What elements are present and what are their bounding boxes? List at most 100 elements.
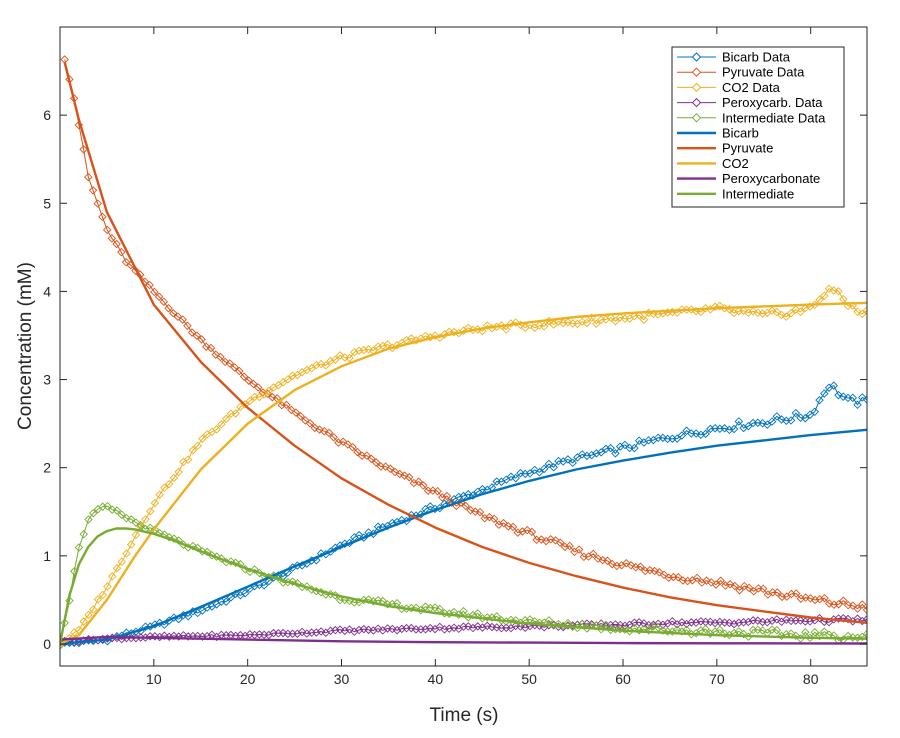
data-point — [188, 541, 198, 551]
data-point — [216, 352, 225, 362]
data-point — [378, 341, 388, 351]
data-point — [782, 615, 791, 625]
fit-line-co2 — [60, 301, 867, 646]
data-point — [593, 554, 603, 563]
y-tick-label: 0 — [43, 636, 51, 652]
data-point — [98, 212, 107, 222]
data-point — [79, 617, 88, 626]
data-point — [653, 310, 663, 319]
data-point — [707, 578, 716, 587]
data-point — [677, 627, 687, 636]
data-point — [772, 615, 782, 624]
data-point — [513, 528, 522, 537]
data-point — [473, 622, 482, 631]
data-point — [729, 308, 739, 318]
data-point — [630, 443, 639, 453]
data-point — [145, 507, 155, 516]
data-point — [302, 582, 312, 591]
data-point — [777, 415, 786, 424]
fit-line-pyruvate — [63, 62, 867, 624]
data-point — [820, 389, 829, 398]
data-point — [302, 365, 312, 375]
data-point — [245, 396, 255, 406]
data-point — [117, 247, 126, 257]
data-point — [253, 383, 263, 392]
data-point — [373, 624, 383, 633]
data-point — [112, 506, 122, 515]
data-point — [535, 468, 544, 477]
data-point — [801, 303, 810, 313]
data-point — [122, 549, 131, 558]
data-point — [131, 266, 140, 275]
data-point — [430, 603, 440, 612]
data-point — [187, 328, 197, 337]
data-point — [426, 333, 435, 342]
data-point — [468, 491, 478, 500]
data-point — [862, 395, 867, 404]
data-point — [801, 628, 810, 637]
data-point — [414, 477, 423, 486]
data-point — [527, 527, 537, 537]
data-point — [79, 636, 88, 646]
data-point — [640, 566, 650, 576]
legend-marker — [691, 97, 702, 108]
data-point — [615, 442, 625, 451]
y-tick-label: 2 — [43, 460, 51, 476]
data-point — [395, 469, 405, 479]
data-point — [145, 280, 154, 290]
data-point — [801, 593, 810, 602]
data-point — [240, 589, 250, 598]
data-point — [141, 515, 150, 524]
data-point — [853, 400, 862, 410]
data-point — [834, 390, 843, 400]
data-point — [682, 619, 691, 629]
data-point — [482, 321, 492, 330]
data-point — [409, 478, 419, 488]
data-point — [231, 558, 240, 568]
data-point — [734, 417, 744, 426]
x-tick-label: 20 — [240, 671, 256, 687]
legend-entry-pyruvate-data: Pyruvate Data — [677, 65, 805, 80]
data-point — [518, 527, 527, 536]
y-tick-label: 6 — [43, 107, 51, 123]
data-point — [331, 355, 340, 364]
data-point — [786, 308, 796, 318]
data-point — [592, 449, 601, 458]
data-point — [489, 514, 499, 524]
data-point — [350, 348, 359, 357]
data-point — [634, 311, 644, 320]
data-point — [297, 627, 307, 637]
data-point — [150, 620, 160, 629]
data-point — [563, 455, 573, 464]
x-tick-label: 80 — [803, 671, 819, 687]
legend-entry-peroxycarb-data: Peroxycarb. Data — [677, 95, 823, 110]
data-point — [136, 520, 145, 530]
data-point — [278, 628, 288, 638]
data-point — [810, 595, 820, 605]
data-point — [692, 573, 702, 583]
data-point — [582, 451, 592, 461]
data-point — [449, 623, 459, 632]
data-point — [324, 428, 334, 438]
data-point — [288, 577, 297, 586]
data-point — [655, 568, 664, 577]
data-point — [706, 617, 715, 627]
data-point — [244, 376, 253, 385]
data-point — [164, 304, 173, 313]
data-point — [221, 414, 231, 424]
data-point — [753, 308, 763, 318]
data-point — [121, 257, 131, 267]
data-point — [468, 623, 478, 633]
data-point — [433, 486, 442, 496]
data-point — [725, 580, 735, 589]
data-point — [169, 534, 179, 543]
data-point — [112, 239, 121, 249]
data-point — [312, 628, 321, 637]
data-point — [88, 605, 98, 614]
series-line-intermediate-data — [60, 505, 867, 646]
data-point — [354, 625, 364, 635]
data-point — [141, 633, 150, 642]
fit-line-bicarb — [60, 428, 867, 646]
data-point — [725, 425, 734, 435]
